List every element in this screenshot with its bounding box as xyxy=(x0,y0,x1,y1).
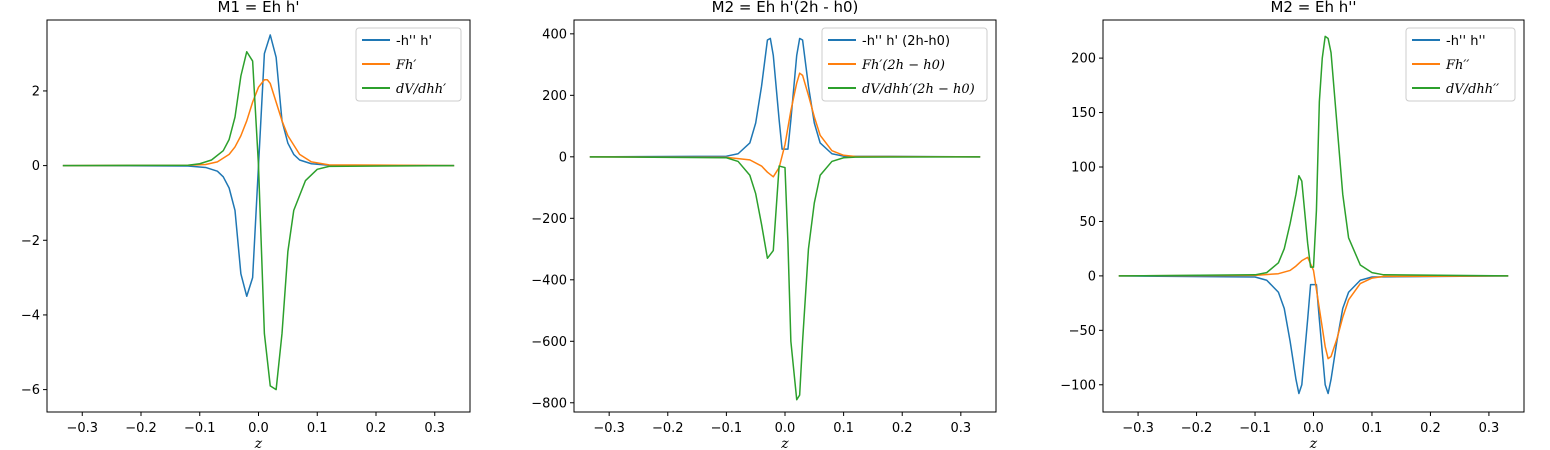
x-tick-label: −0.3 xyxy=(593,421,625,436)
legend-label: Fh′(2h − h0) xyxy=(861,58,945,73)
legend-label: -h'' h' xyxy=(396,34,432,49)
x-tick-label: 0.2 xyxy=(1420,421,1441,436)
x-tick-label: −0.2 xyxy=(652,421,684,436)
x-tick-label: 0.0 xyxy=(775,421,796,436)
x-tick-label: 0.2 xyxy=(892,421,913,436)
x-tick-label: −0.3 xyxy=(1122,421,1154,436)
x-tick-label: −0.1 xyxy=(184,421,216,436)
series-line-1 xyxy=(589,37,981,158)
series-line-3 xyxy=(1118,35,1509,277)
legend-label: -h'' h' (2h-h0) xyxy=(862,34,950,49)
y-tick-label: −600 xyxy=(531,335,567,350)
x-tick-label: 0.0 xyxy=(1303,421,1324,436)
chart-panel-1: −0.3 −0.2 −0.1 0.0 0.1 0.2 0.3 −6 −4 −2 0 2 M1 = Eh … xyxy=(21,0,471,450)
legend-box xyxy=(1405,27,1516,102)
y-tick-label: 0 xyxy=(1088,269,1096,284)
legend: -h'' h' (2h-h0) Fh′(2h − h0) dV/dhh′(2h − … xyxy=(821,27,988,102)
legend: -h'' h'' Fh′′ dV/dhh′′ xyxy=(1405,27,1516,102)
legend: -h'' h' Fh′ dV/dhh′ xyxy=(355,27,462,102)
x-tick-label: 0.1 xyxy=(307,421,328,436)
y-tick-label: 400 xyxy=(542,27,567,42)
y-tick-label: 0 xyxy=(32,159,40,174)
y-tick-label: 200 xyxy=(1071,52,1096,67)
x-axis-label: z xyxy=(780,436,789,450)
legend-label: Fh′ xyxy=(395,58,416,73)
chart-panel-3: −0.3 −0.2 −0.1 0.0 0.1 0.2 0.3 −100 −50 0 50 100 150… xyxy=(1060,0,1525,450)
legend-box xyxy=(821,27,988,102)
y-tick-label: 50 xyxy=(1079,215,1096,230)
series-group xyxy=(62,34,455,391)
y-tick-label: 100 xyxy=(1071,161,1096,176)
y-tick-label: 200 xyxy=(542,89,567,104)
x-tick-label: 0.3 xyxy=(424,421,445,436)
series-line-3 xyxy=(62,50,455,391)
y-tick-label: −4 xyxy=(21,308,40,323)
chart-panel-2: −0.3 −0.2 −0.1 0.0 0.1 0.2 0.3 −800 −600 −400 −200… xyxy=(531,0,997,450)
x-tick-label: 0.1 xyxy=(1362,421,1383,436)
legend-label: dV/dhh′′ xyxy=(1446,82,1499,97)
legend-label: dV/dhh′ xyxy=(396,82,446,97)
y-tick-label: −100 xyxy=(1060,378,1096,393)
legend-label: -h'' h'' xyxy=(1446,34,1486,49)
x-axis-label: z xyxy=(1309,436,1318,450)
x-tick-label: −0.2 xyxy=(1181,421,1213,436)
x-tick-label: −0.1 xyxy=(711,421,743,436)
y-tick-label: −6 xyxy=(21,383,40,398)
x-tick-label: 0.3 xyxy=(950,421,971,436)
series-line-1 xyxy=(1118,275,1509,395)
series-group xyxy=(1118,35,1509,395)
series-line-2 xyxy=(1118,256,1509,360)
chart-title: M2 = Eh h'(2h - h0) xyxy=(712,0,859,16)
legend-label: dV/dhh′(2h − h0) xyxy=(862,82,975,97)
x-tick-label: −0.1 xyxy=(1239,421,1271,436)
legend-box xyxy=(355,27,462,102)
chart-title: M2 = Eh h'' xyxy=(1270,0,1356,16)
y-tick-label: 2 xyxy=(32,84,40,99)
y-tick-label: −800 xyxy=(531,396,567,411)
series-line-3 xyxy=(589,156,981,401)
chart-title: M1 = Eh h' xyxy=(218,0,300,16)
y-tick-label: −200 xyxy=(531,212,567,227)
x-tick-label: −0.3 xyxy=(66,421,98,436)
series-line-2 xyxy=(62,78,455,167)
y-tick-label: 0 xyxy=(559,150,567,165)
x-axis-label: z xyxy=(254,436,263,450)
x-tick-label: 0.1 xyxy=(833,421,854,436)
x-tick-label: 0.3 xyxy=(1479,421,1500,436)
y-tick-label: −400 xyxy=(531,273,567,288)
y-tick-label: −50 xyxy=(1069,324,1096,339)
series-group xyxy=(589,37,981,401)
x-tick-label: 0.0 xyxy=(248,421,269,436)
series-line-2 xyxy=(589,72,981,178)
x-tick-label: 0.2 xyxy=(366,421,387,436)
legend-label: Fh′′ xyxy=(1445,58,1469,73)
x-tick-label: −0.2 xyxy=(125,421,157,436)
y-tick-label: −2 xyxy=(21,234,40,249)
y-tick-label: 150 xyxy=(1071,106,1096,121)
